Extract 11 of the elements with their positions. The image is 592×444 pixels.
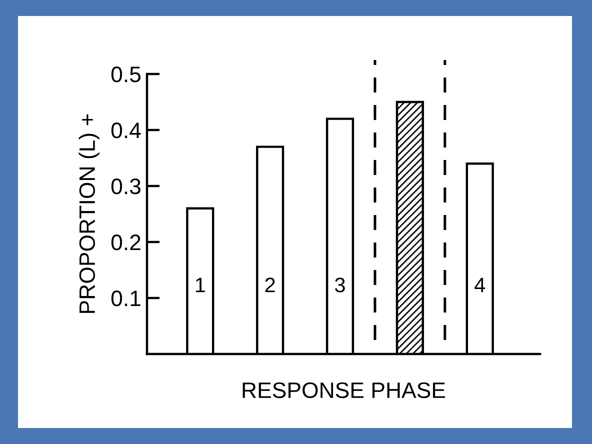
y-tick-label: 0.5 [111, 66, 141, 82]
x-tick-label: 4 [474, 278, 486, 292]
y-tick-label: 0.1 [111, 290, 140, 306]
x-tick-label: 1 [196, 278, 205, 292]
y-tick-label: 0.2 [111, 234, 140, 250]
x-axis-title: RESPONSE PHASE [242, 382, 446, 398]
x-tick-label: 3 [335, 278, 345, 292]
y-tick-label: 0.4 [111, 122, 141, 138]
y-tick-label: 0.3 [111, 178, 140, 194]
x-tick-label: 2 [265, 278, 275, 292]
y-axis-title: PROPORTION (L) + [78, 114, 100, 313]
